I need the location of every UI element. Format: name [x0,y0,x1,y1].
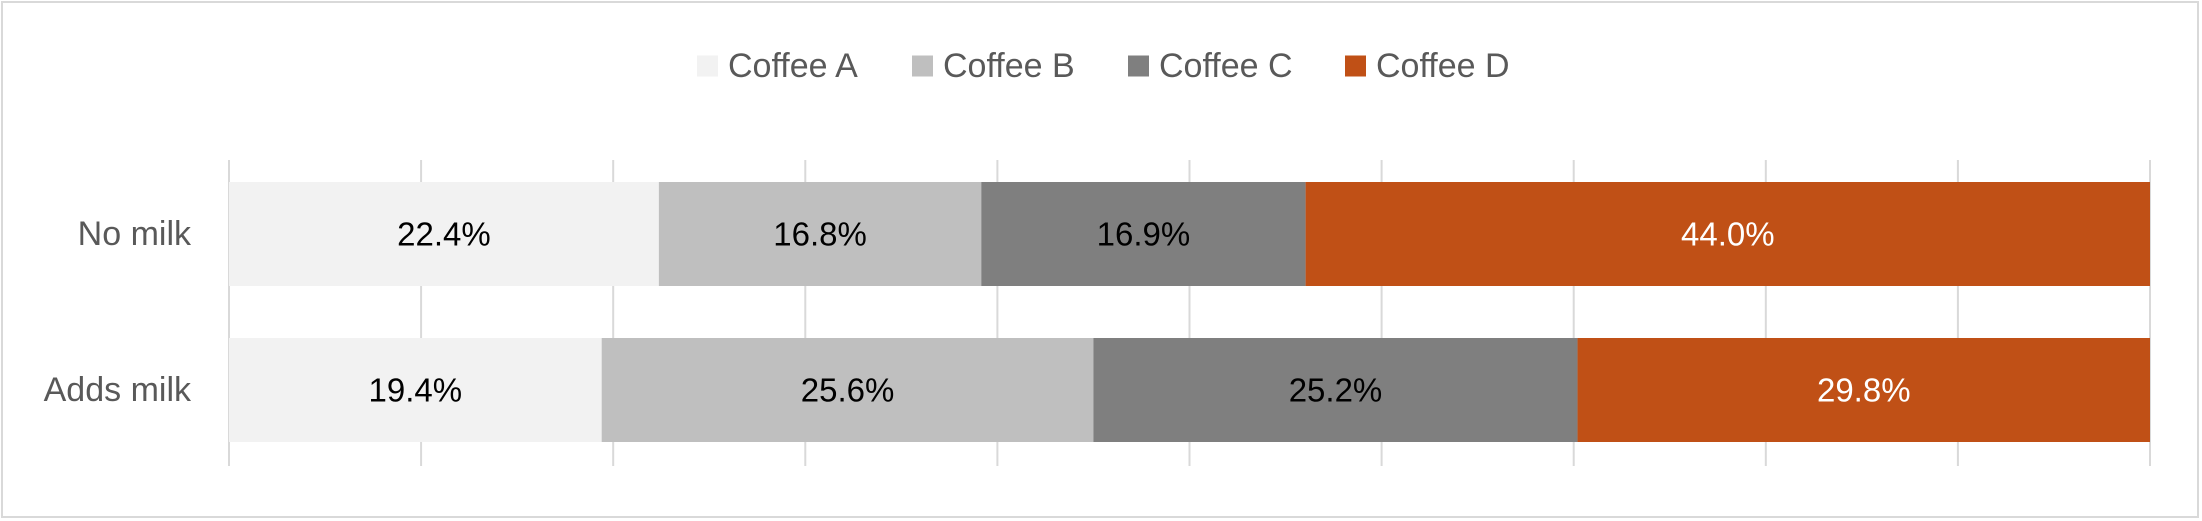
bar-2-series-4 [1577,338,2150,442]
value-label-1-4: 44.0% [1681,216,1775,253]
bars [229,182,2150,442]
bar-1-series-3 [981,182,1306,286]
value-label-1-1: 22.4% [397,216,491,253]
value-label-2-1: 19.4% [369,372,463,409]
value-label-2-3: 25.2% [1289,372,1383,409]
bar-1-series-1 [229,182,659,286]
legend-label-1: Coffee A [728,47,858,85]
value-label-1-3: 16.9% [1097,216,1191,253]
legend-label-3: Coffee C [1159,47,1293,85]
value-label-1-2: 16.8% [773,216,867,253]
value-label-2-2: 25.6% [801,372,895,409]
bar-2-series-1 [229,338,602,442]
category-label-2: Adds milk [44,371,192,409]
value-label-2-4: 29.8% [1817,372,1911,409]
category-label-1: No milk [78,215,192,253]
bar-2-series-3 [1093,338,1578,442]
value-labels: 22.4% 16.8% 16.9% 44.0% 19.4% 25.6% 25.2% 29.8% [369,216,1911,409]
legend-label-2: Coffee B [943,47,1075,85]
legend-swatch-4 [1345,55,1366,77]
legend-label-4: Coffee D [1376,47,1510,85]
legend-swatch-3 [1128,55,1149,77]
category-labels: No milk Adds milk [44,215,192,409]
legend: Coffee A Coffee B Coffee C Coffee D [697,47,1510,85]
bar-1-series-4 [1305,182,2150,286]
bar-2-series-2 [601,338,1094,442]
bar-1-series-2 [658,182,982,286]
legend-swatch-1 [697,55,718,77]
legend-swatch-2 [912,55,933,77]
